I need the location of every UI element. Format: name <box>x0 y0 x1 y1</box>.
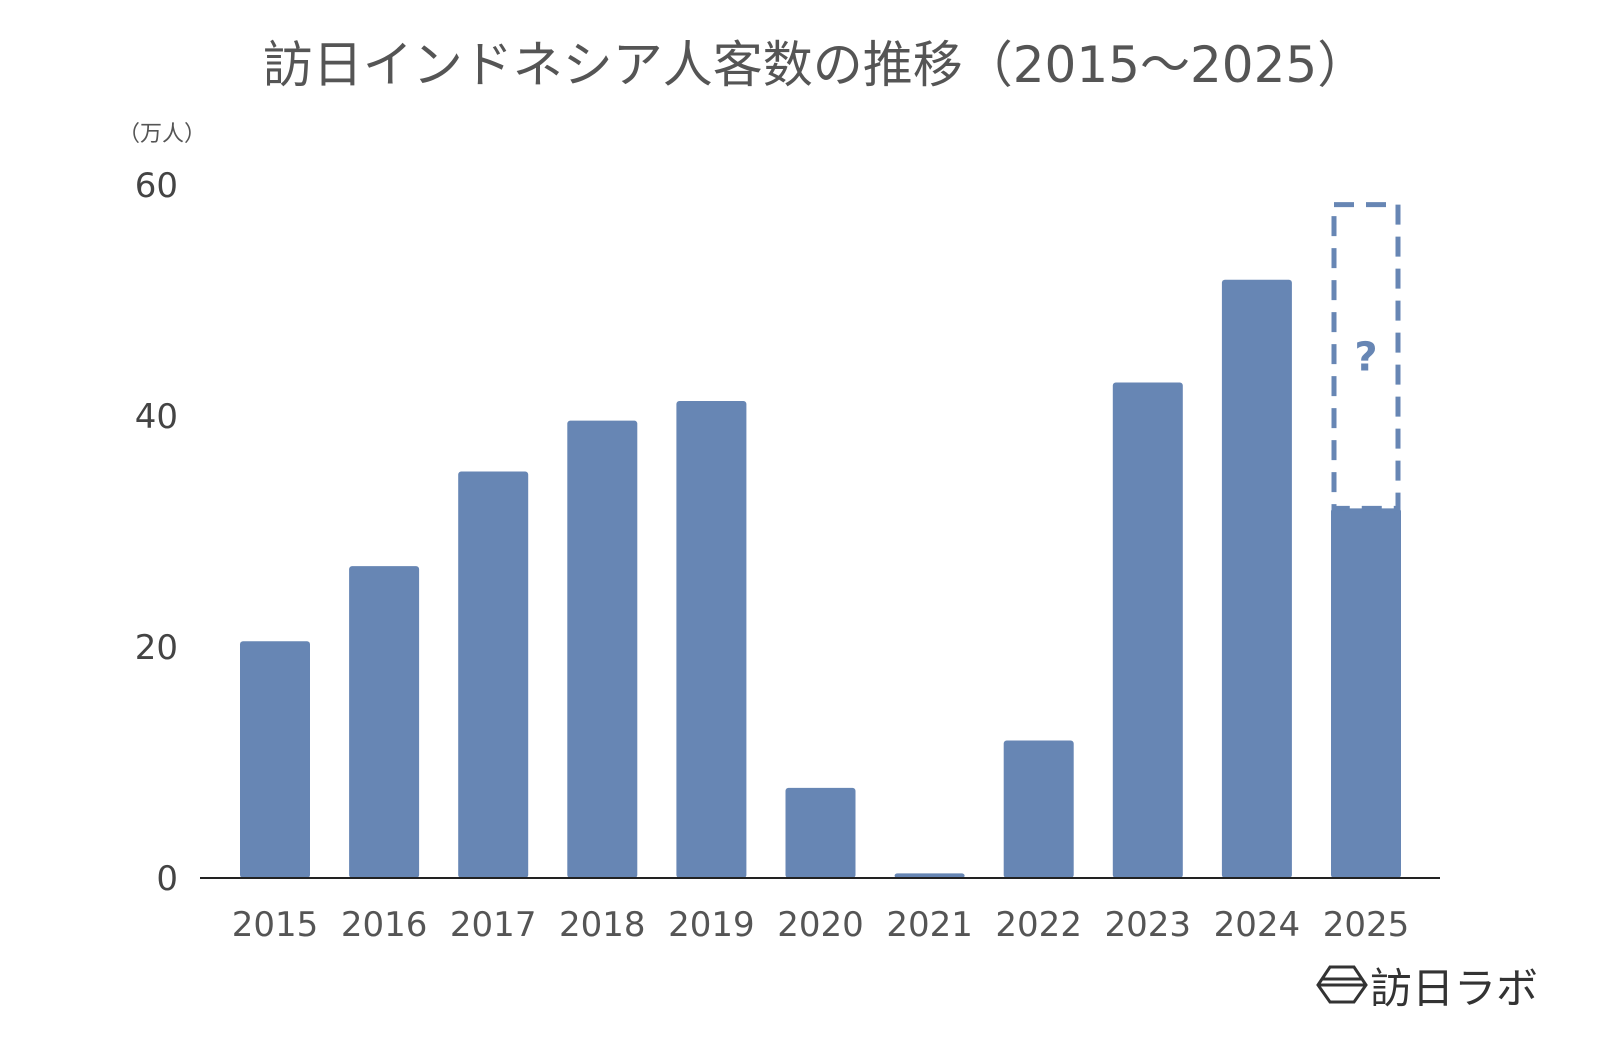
x-tick-label: 2019 <box>668 905 755 945</box>
y-axis: 0 20 40 60 <box>135 166 178 899</box>
projection-bar-2025 <box>1331 202 1401 511</box>
x-tick-label: 2020 <box>777 905 864 945</box>
logo: 訪日ラボ <box>1316 964 1538 1013</box>
projection-label: ? <box>1354 335 1377 381</box>
x-tick-label: 2022 <box>995 905 1082 945</box>
x-tick-label: 2024 <box>1214 905 1301 945</box>
y-tick-label: 60 <box>135 166 178 206</box>
bar-2020 <box>785 787 856 878</box>
y-tick-label: 40 <box>135 397 178 437</box>
bar-2024 <box>1221 279 1292 879</box>
bar-2023 <box>1112 382 1183 878</box>
bar-2021 <box>894 873 965 878</box>
y-tick-label: 20 <box>135 628 178 668</box>
bar-2019 <box>676 400 747 878</box>
bar-2022 <box>1003 740 1074 878</box>
logo-icon <box>1316 965 1368 1004</box>
x-tick-label: 2018 <box>559 905 646 945</box>
bar-2016 <box>349 566 420 878</box>
bar-2018 <box>567 420 638 878</box>
x-tick-label: 2021 <box>886 905 973 945</box>
bar-2015 <box>240 641 310 878</box>
y-tick-label: 0 <box>156 859 178 899</box>
x-tick-label: 2015 <box>232 905 319 945</box>
x-axis: 2015 2016 2017 2018 2019 2020 2021 2022 2023 2024… <box>232 905 1410 945</box>
x-tick-label: 2016 <box>341 905 428 945</box>
logo-text: 訪日ラボ <box>1370 964 1538 1013</box>
bar-2017 <box>458 471 529 878</box>
chart-title: 訪日インドネシア人客数の推移（2015〜2025） <box>263 36 1368 94</box>
y-axis-unit: （万人） <box>118 122 206 147</box>
bars: ? <box>240 202 1401 879</box>
x-tick-label: 2017 <box>450 905 537 945</box>
x-tick-label: 2025 <box>1323 905 1410 945</box>
bar-2025 <box>1331 508 1401 878</box>
x-tick-label: 2023 <box>1105 905 1192 945</box>
